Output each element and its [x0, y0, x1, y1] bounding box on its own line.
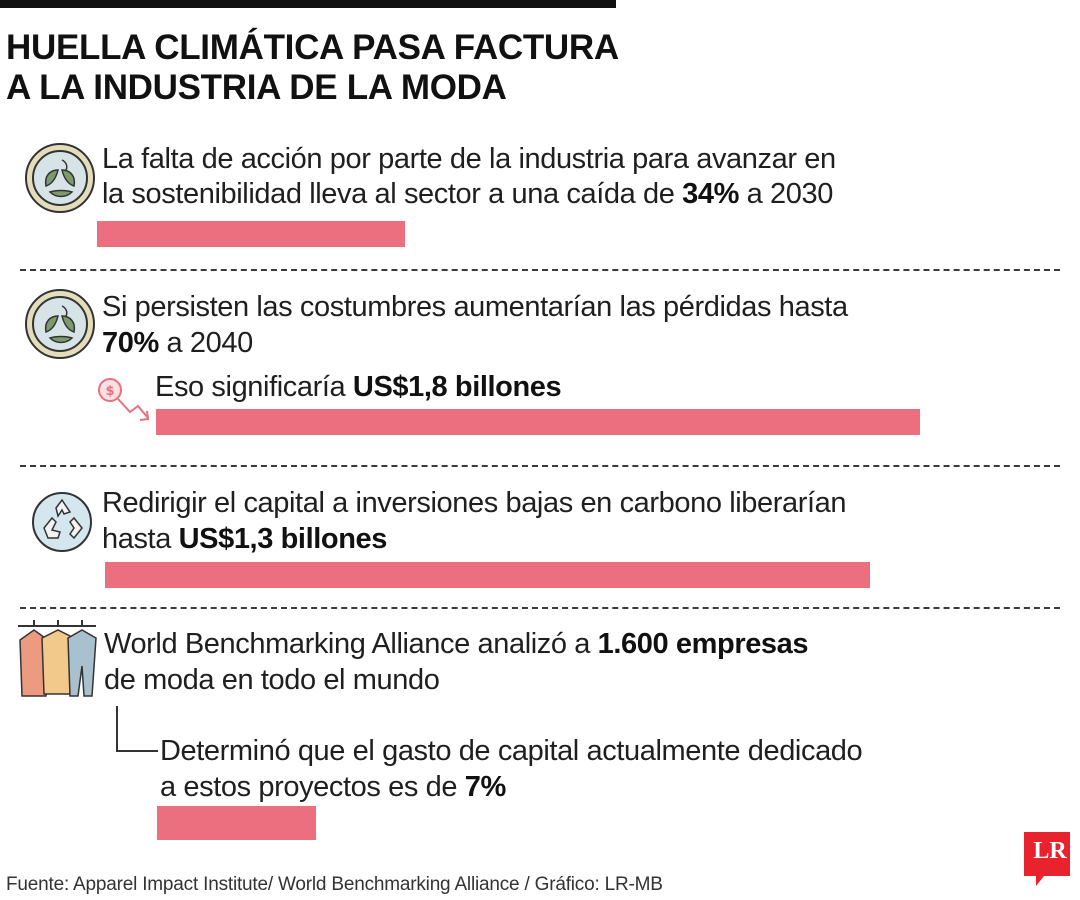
- item-2-sub-value: US$1,8 billones: [352, 371, 562, 403]
- leaf-circle-icon: [25, 143, 95, 213]
- item-3-bar: [105, 562, 870, 588]
- leaf-circle-icon: [25, 289, 95, 359]
- item-1-bar: [97, 221, 405, 247]
- item-4-line-1: World Benchmarking Alliance analizó a 1.…: [104, 628, 809, 660]
- item-4-value: 1.600 empresas: [597, 628, 809, 660]
- item-3-value: US$1,3 billones: [178, 523, 388, 555]
- divider-2: [20, 465, 1060, 467]
- item-4-sub-line-1: Determinó que el gasto de capital actual…: [160, 735, 863, 767]
- item-2-bar: [156, 409, 920, 435]
- item-1-value: 34%: [682, 178, 739, 210]
- item-2-value: 70%: [102, 327, 159, 359]
- page-title: HUELLA CLIMÁTICA PASA FACTURA A LA INDUS…: [6, 28, 619, 108]
- item-4-sub-value: 7%: [464, 771, 507, 803]
- item-1-line-2: la sostenibilidad lleva al sector a una …: [102, 178, 833, 210]
- item-3-line-1: Redirigir el capital a inversiones bajas…: [102, 487, 847, 519]
- money-loss-icon: $: [98, 378, 150, 421]
- top-rule: [0, 0, 616, 8]
- item-4-bar: [157, 806, 316, 840]
- title-line-1: HUELLA CLIMÁTICA PASA FACTURA: [6, 28, 619, 67]
- divider-1: [20, 269, 1060, 271]
- item-2-line-2: 70% a 2040: [102, 327, 253, 359]
- source-note: Fuente: Apparel Impact Institute/ World …: [6, 874, 663, 895]
- clothes-rack-icon: [18, 620, 97, 697]
- divider-3: [20, 607, 1060, 609]
- lr-logo-icon: [1024, 832, 1070, 886]
- svg-text:$: $: [105, 384, 114, 399]
- item-4-sub-line-2: a estos proyectos es de 7%: [160, 771, 507, 803]
- title-line-2: A LA INDUSTRIA DE LA MODA: [6, 68, 507, 107]
- recycle-icon: [32, 492, 92, 552]
- item-2-line-1: Si persisten las costumbres aumentarían …: [102, 291, 848, 323]
- item-1-line-1: La falta de acción por parte de la indus…: [102, 143, 836, 175]
- logo-text: LR: [1033, 838, 1067, 864]
- item-4-line-2: de moda en todo el mundo: [104, 664, 440, 696]
- item-3-line-2: hasta US$1,3 billones: [102, 523, 388, 555]
- connector-line: [116, 706, 158, 752]
- item-2-sub: Eso significaría US$1,8 billones: [155, 371, 562, 403]
